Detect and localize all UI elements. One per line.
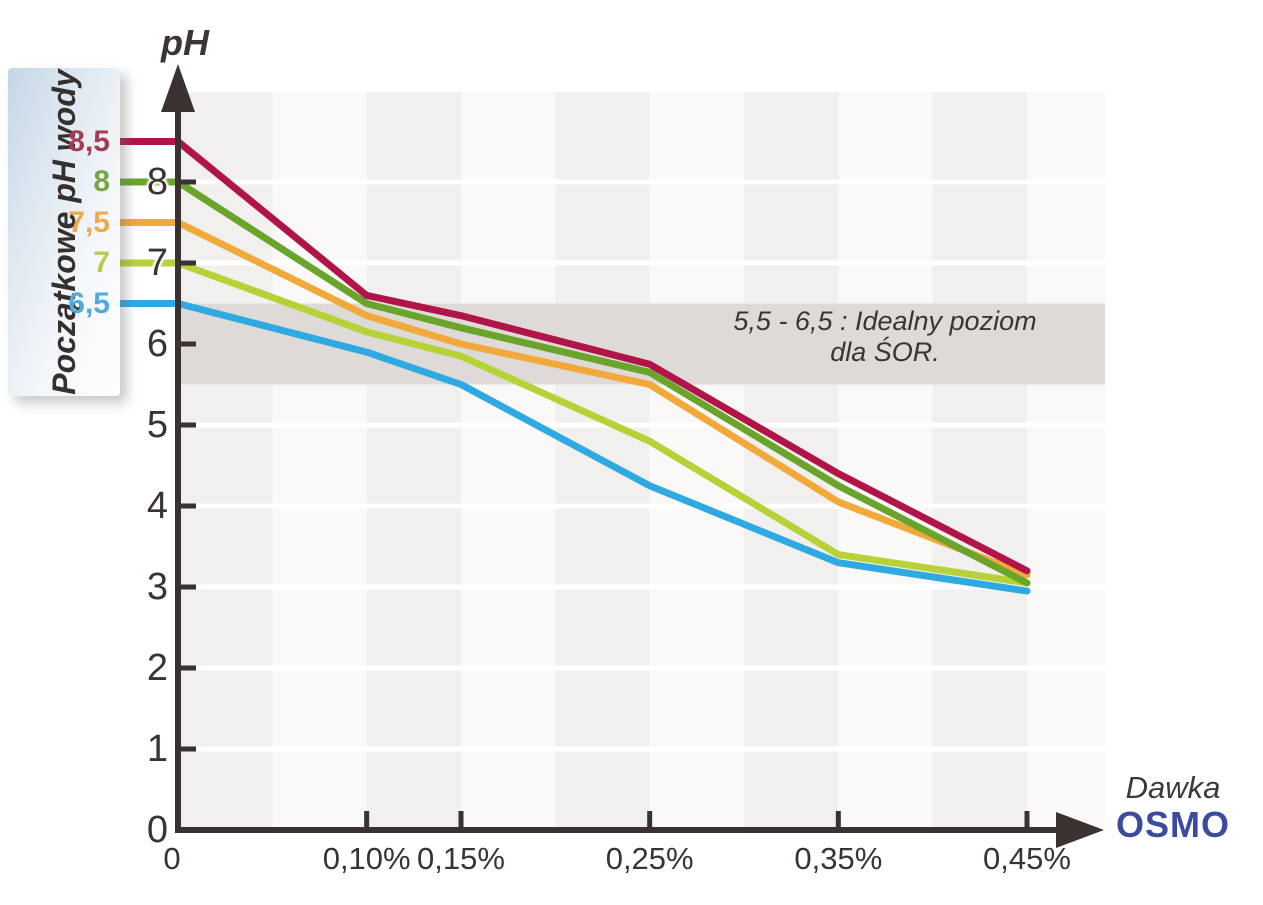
- legend-value-6_5: 6,5: [68, 286, 110, 320]
- x-tick-mark: [458, 811, 464, 828]
- ideal-band-label-line2: dla ŚOR.: [830, 337, 940, 367]
- gridline-ph-8: [178, 179, 1105, 185]
- background-stripe: [932, 92, 1027, 828]
- gridline-ph-3: [178, 584, 1105, 590]
- ideal-band-label: 5,5 - 6,5 : Idealny poziom dla ŚOR.: [715, 306, 1055, 368]
- y-tick-label-1: 1: [146, 728, 168, 770]
- y-tick-mark: [181, 341, 196, 347]
- x-axis-title: Dawka: [1125, 770, 1221, 805]
- y-tick-mark: [181, 260, 196, 266]
- y-axis-line: [175, 98, 181, 832]
- x-tick-label-4: 0,35%: [794, 841, 883, 876]
- legend-value-8: 8: [93, 165, 110, 198]
- y-tick-mark: [181, 746, 196, 752]
- y-tick-label-6: 6: [146, 323, 168, 365]
- gridline-ph-1: [178, 746, 1105, 752]
- x-axis-brand: OSMO: [1115, 804, 1230, 845]
- x-tick-label-0: 0: [163, 841, 181, 876]
- x-axis-arrow: [1056, 812, 1104, 848]
- background-stripe: [366, 92, 461, 828]
- y-tick-label-4: 4: [146, 485, 168, 527]
- y-tick-label-8: 8: [146, 161, 168, 203]
- x-tick-label-5: 0,45%: [983, 841, 1071, 876]
- gridline-ph-7: [178, 260, 1105, 266]
- legend-value-7: 7: [93, 246, 110, 279]
- x-tick-mark: [364, 811, 370, 828]
- y-tick-label-0: 0: [146, 809, 168, 851]
- ideal-band-label-line1: 5,5 - 6,5 : Idealny poziom: [733, 306, 1037, 336]
- x-tick-label-2: 0,15%: [417, 841, 505, 876]
- y-tick-label-7: 7: [146, 242, 168, 284]
- y-tick-mark: [181, 665, 196, 671]
- x-tick-mark: [1024, 811, 1030, 828]
- y-axis-arrow: [161, 64, 195, 112]
- x-tick-label-1: 0,10%: [322, 841, 411, 876]
- x-axis-line: [175, 827, 1062, 833]
- x-tick-label-3: 0,25%: [605, 841, 694, 876]
- x-tick-mark: [647, 811, 653, 828]
- legend-value-7_5: 7,5: [68, 205, 110, 239]
- x-tick-mark: [835, 811, 841, 828]
- y-tick-label-5: 5: [146, 404, 168, 446]
- legend-panel: Początkowe pH wody: [8, 68, 120, 396]
- y-tick-mark: [181, 422, 196, 428]
- y-tick-mark: [181, 584, 196, 590]
- gridline-ph-4: [178, 503, 1105, 509]
- gridline-ph-2: [178, 665, 1105, 671]
- legend-value-8_5: 8,5: [68, 124, 110, 158]
- y-axis-title: pH: [161, 22, 209, 63]
- y-tick-mark: [181, 179, 196, 185]
- y-tick-label-2: 2: [146, 647, 168, 689]
- y-tick-mark: [181, 503, 196, 509]
- y-tick-label-3: 3: [146, 566, 168, 608]
- gridline-ph-5: [178, 422, 1105, 428]
